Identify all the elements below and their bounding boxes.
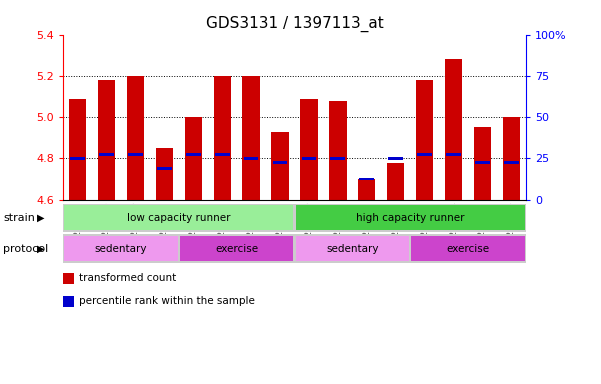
- Bar: [69, 99, 87, 200]
- Bar: [244, 157, 258, 160]
- Text: percentile rank within the sample: percentile rank within the sample: [79, 296, 255, 306]
- Text: sedentary: sedentary: [95, 243, 147, 254]
- Bar: [185, 117, 202, 200]
- Text: sedentary: sedentary: [326, 243, 379, 254]
- Bar: [215, 153, 230, 156]
- Bar: [329, 101, 347, 200]
- Bar: [242, 76, 260, 200]
- Bar: [127, 76, 144, 200]
- Text: ▶: ▶: [37, 243, 44, 254]
- Bar: [128, 153, 143, 156]
- Text: high capacity runner: high capacity runner: [356, 213, 465, 223]
- Bar: [272, 132, 288, 200]
- Bar: [446, 153, 461, 156]
- Bar: [416, 80, 433, 200]
- Bar: [98, 80, 115, 200]
- Bar: [388, 157, 403, 160]
- Bar: [502, 117, 520, 200]
- Bar: [273, 161, 287, 164]
- Bar: [186, 153, 201, 156]
- Bar: [358, 179, 376, 200]
- Bar: [387, 162, 404, 200]
- Bar: [302, 157, 316, 160]
- Text: exercise: exercise: [447, 243, 490, 254]
- Bar: [213, 76, 231, 200]
- Bar: [70, 157, 85, 160]
- Bar: [474, 127, 491, 200]
- Text: strain: strain: [3, 213, 35, 223]
- Text: protocol: protocol: [3, 243, 48, 254]
- Bar: [417, 153, 432, 156]
- Bar: [359, 177, 374, 180]
- Bar: [157, 167, 172, 170]
- Text: transformed count: transformed count: [79, 273, 176, 283]
- Bar: [475, 161, 490, 164]
- Bar: [300, 99, 318, 200]
- Bar: [445, 59, 462, 200]
- Bar: [99, 153, 114, 156]
- Title: GDS3131 / 1397113_at: GDS3131 / 1397113_at: [206, 16, 383, 32]
- Text: exercise: exercise: [215, 243, 258, 254]
- Text: ▶: ▶: [37, 213, 44, 223]
- Bar: [331, 157, 345, 160]
- Bar: [156, 148, 173, 200]
- Text: low capacity runner: low capacity runner: [127, 213, 231, 223]
- Bar: [504, 161, 519, 164]
